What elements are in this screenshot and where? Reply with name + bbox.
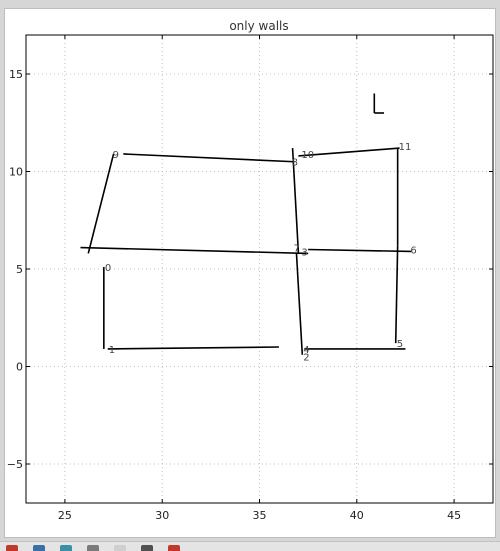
wall-segments xyxy=(80,93,412,355)
x-tick-label: 25 xyxy=(58,509,72,522)
point-label: 1 xyxy=(109,345,115,356)
wall-segment xyxy=(80,246,309,255)
wall-segment xyxy=(87,153,115,254)
point-label: 4 xyxy=(303,345,309,356)
app-icon-5[interactable] xyxy=(114,545,126,551)
point-label: 8 xyxy=(292,158,298,169)
point-labels: 0 1 2 3 4 5 6 7 8 9 10 11 xyxy=(105,142,417,364)
wall-segment xyxy=(107,346,279,350)
y-tick-label: 15 xyxy=(9,68,23,81)
wall-segment xyxy=(298,147,400,157)
app-icon-2[interactable] xyxy=(33,545,45,551)
point-label: 0 xyxy=(105,263,111,274)
app-icon-4[interactable] xyxy=(87,545,99,551)
point-label: 9 xyxy=(113,150,119,161)
app-icon-3[interactable] xyxy=(60,545,72,551)
wall-segment xyxy=(295,253,304,355)
point-label: 2 xyxy=(303,353,309,364)
app-icon-1[interactable] xyxy=(6,545,18,551)
y-tick-label: 10 xyxy=(9,166,23,179)
app-icon-7[interactable] xyxy=(168,545,180,551)
app-icon-6[interactable] xyxy=(141,545,153,551)
point-label: 10 xyxy=(301,150,314,161)
point-label: 6 xyxy=(410,245,416,256)
taskbar xyxy=(0,541,500,551)
y-tick-label: 5 xyxy=(16,263,23,276)
wall-segment xyxy=(308,248,412,253)
x-tick-label: 45 xyxy=(447,509,461,522)
wall-segment xyxy=(123,153,295,163)
x-tick-label: 40 xyxy=(350,509,364,522)
point-label: 3 xyxy=(301,247,307,258)
y-tick-label: 0 xyxy=(16,361,23,374)
point-label: 5 xyxy=(397,339,403,350)
wall-segment xyxy=(394,245,399,344)
x-tick-label: 35 xyxy=(253,509,267,522)
point-label: 7 xyxy=(294,244,300,255)
chart-title: only walls xyxy=(229,19,288,33)
point-label: 11 xyxy=(399,142,412,153)
x-tick-label: 30 xyxy=(155,509,169,522)
wall-segment xyxy=(291,148,300,254)
y-tick-label: −5 xyxy=(7,458,23,471)
